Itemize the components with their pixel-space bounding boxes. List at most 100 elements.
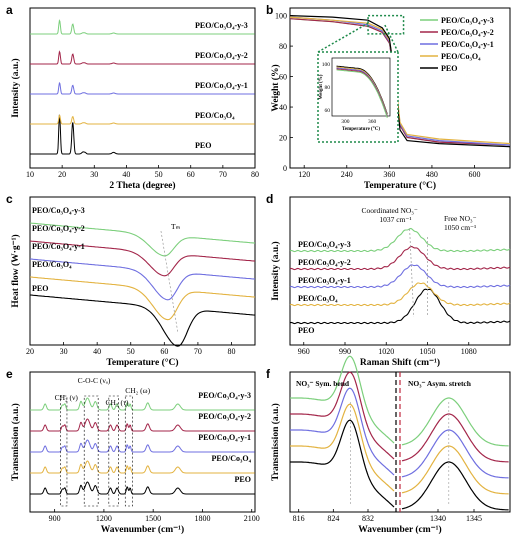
panel-d: d Coordinated NO₃⁻1037 cm⁻¹ Free NO₃⁻1050 … [266,192,511,368]
band-region [108,395,119,507]
series-line-right [401,445,509,495]
x-tick-label: 240 [341,170,353,179]
legend-entry: PEO [441,64,457,73]
series-label: PEO/Co₃O₄ [32,260,72,269]
x-tick-label: 990 [339,347,351,356]
y-axis-label: Heat flow (W·g⁻¹) [10,234,21,307]
x-tick-label: 1200 [96,514,112,523]
x-tick-label: 30 [90,170,98,179]
x-tick-label: 600 [469,170,481,179]
legend-entry: PEO/Co₃O₄-y-3 [441,16,494,25]
series-line [30,81,255,95]
series-line [30,50,255,65]
inset-y-tick-label: 80 [325,85,331,91]
series-label: PEO/Co₃O₄ [195,111,235,120]
series-line [30,481,255,495]
y-axis-label: Intensity (a.u.) [270,241,281,300]
x-tick-label: 1345 [466,514,482,523]
zoom-connector [383,22,399,53]
series-line [29,276,256,321]
x-tick-label: 900 [49,514,61,523]
x-tick-label: 1800 [194,514,210,523]
band-region [124,395,133,507]
band-region [83,395,99,507]
x-tick-label: 1020 [378,347,394,356]
series-label: PEO/Co₃O₄-y-3 [32,206,85,215]
panel-label-a: a [6,3,13,17]
x-tick-label: 832 [362,514,374,523]
zoom-connector [317,22,369,53]
panel-c: c Tₘ PEO PEO/Co₃O₄ PEO/Co₃O₄-y-1 PEO/Co₃O₄-y-… [6,192,256,368]
x-tick-label: 50 [127,347,135,356]
series-line [289,288,511,325]
series-line [30,114,255,125]
x-axis-label: Temperature (°C) [106,357,178,368]
tm-guide [160,230,179,333]
x-tick-label: 1050 [420,347,436,356]
series-label: PEO/Co₃O₄-y-1 [298,276,351,285]
series-line-right [401,413,509,463]
coordinated-label: Coordinated NO₃⁻ [362,206,418,215]
band-region [60,395,68,507]
y-axis-label: Weight (%) [270,64,281,111]
series-line [29,222,256,257]
coordinated-guide [409,228,415,318]
series-label: PEO/Co₃O₄-y-3 [195,21,248,30]
x-tick-label: 20 [58,170,66,179]
ch2-nu-label: CH₂ (ν) [55,393,79,402]
free-label: Free NO₃⁻ [444,214,477,223]
inset-series-line [336,69,388,119]
legend-entry: PEO/Co₃O₄-y-2 [441,28,494,37]
series-line-left [290,387,395,476]
panel-label-d: d [266,192,273,206]
series-label: PEO [235,475,251,484]
legend-entry: PEO/Co₃O₄-y-1 [441,40,494,49]
series-line [289,264,511,289]
panel-a: a PEO PEO/Co₃O₄ PEO/Co₃O₄-y-1 PEO/Co₃O₄-y-2 P… [6,3,259,191]
x-tick-label: 50 [155,170,163,179]
x-tick-label: 960 [298,347,310,356]
x-tick-label: 816 [293,514,305,523]
x-tick-label: 480 [426,170,438,179]
panel-label-f: f [266,367,271,381]
y-tick-label: 100 [275,12,287,21]
panel-label-b: b [266,3,273,17]
series-line [29,294,256,347]
x-tick-label: 70 [194,347,202,356]
x-tick-label: 360 [383,170,395,179]
series-label: PEO/Co₃O₄-y-2 [195,51,248,60]
series-line [289,245,511,271]
plot-frame [29,196,256,346]
x-tick-label: 40 [93,347,101,356]
series-label: PEO/Co₃O₄-y-2 [32,224,85,233]
series-line-left [290,403,395,492]
panel-f: f NO₃⁻ Sym. bend NO₃⁻ Asym. stretch 816 824 8… [266,355,511,535]
x-tick-label: 60 [187,170,195,179]
x-tick-label: 1340 [430,514,446,523]
ch2-omega-label: CH₂ (ω) [125,386,150,395]
x-axis-label: Wavenumber (cm⁻¹) [358,524,441,535]
x-axis-label: Raman Shift (cm⁻¹) [360,357,440,368]
series-line [30,460,255,474]
y-axis-label: Transmission (a.u.) [270,403,281,481]
plot-frame [289,196,511,346]
panel-e: e C-O-C (νₐ) CH₂ (ν) CH₂ (τ) CH₂ (ω) PEO PEO/C… [6,367,260,535]
x-axis-label: Temperature (°C) [364,180,436,191]
series-label: PEO/Co₃O₄-y-1 [195,81,248,90]
plot-frame [29,7,256,169]
x-tick-label: 10 [26,170,34,179]
inset-frame [317,51,399,143]
x-tick-label: 70 [219,170,227,179]
series-label: PEO/Co₃O₄-y-2 [198,412,251,421]
inset-y-tick-label: 60 [325,108,331,114]
x-tick-label: 80 [251,170,259,179]
free-wavenumber: 1050 cm⁻¹ [444,223,476,232]
coordinated-wavenumber: 1037 cm⁻¹ [379,215,411,224]
x-tick-label: 824 [327,514,339,523]
y-tick-label: 40 [279,103,287,112]
x-tick-label: 80 [227,347,235,356]
series-line [29,240,256,277]
series-label: PEO/Co₃O₄ [212,454,252,463]
series-label: PEO/Co₃O₄-y-1 [198,433,251,442]
